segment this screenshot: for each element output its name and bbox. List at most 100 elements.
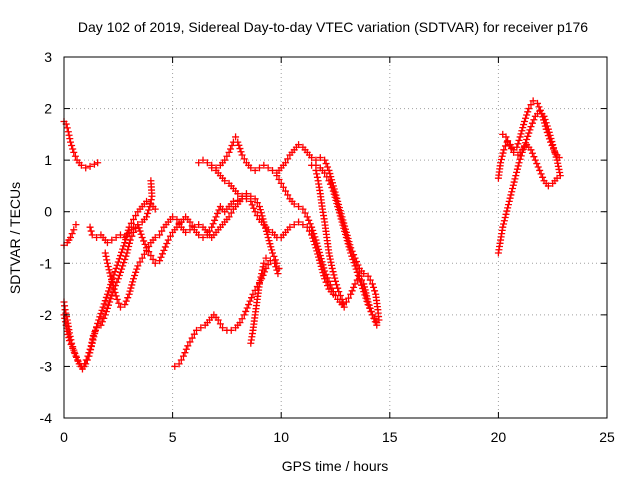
data-point	[333, 281, 341, 289]
data-point	[208, 223, 216, 231]
data-point	[273, 172, 281, 180]
data-point	[267, 243, 275, 251]
data-point	[541, 122, 549, 130]
data-point	[284, 155, 292, 163]
data-point	[102, 308, 110, 316]
data-point	[284, 191, 292, 199]
series-track-g	[195, 133, 383, 324]
x-tick-label: 15	[382, 429, 398, 445]
data-point	[211, 216, 219, 224]
data-point	[328, 261, 336, 269]
data-point	[533, 160, 541, 168]
data-point	[274, 270, 282, 278]
data-point	[146, 203, 154, 211]
data-point	[500, 220, 508, 228]
data-point	[112, 234, 120, 241]
data-point	[527, 123, 535, 131]
data-point	[151, 259, 159, 267]
data-point	[87, 342, 95, 350]
data-point	[138, 254, 146, 262]
data-point	[331, 193, 339, 201]
data-point	[103, 304, 111, 312]
data-point	[282, 187, 290, 195]
data-point	[325, 277, 333, 285]
data-point	[77, 161, 85, 169]
data-point	[264, 164, 272, 172]
data-point	[256, 276, 264, 284]
data-point	[143, 246, 151, 254]
data-point	[327, 258, 335, 266]
data-point	[355, 275, 363, 283]
data-point	[258, 266, 266, 274]
data-point	[277, 179, 285, 187]
x-tick-label: 25	[599, 429, 615, 445]
data-point	[104, 263, 112, 271]
data-point	[523, 111, 531, 119]
data-point	[216, 320, 224, 328]
data-point	[526, 126, 534, 134]
data-point	[103, 290, 111, 298]
data-point	[121, 301, 129, 309]
data-point	[130, 275, 138, 283]
data-point	[299, 221, 307, 229]
data-point	[242, 195, 250, 203]
data-point	[106, 284, 114, 292]
data-point	[322, 270, 330, 278]
data-point	[540, 116, 548, 124]
data-point	[269, 249, 277, 257]
data-point	[334, 203, 342, 211]
data-point	[238, 151, 246, 159]
data-point	[64, 330, 72, 338]
data-point	[326, 180, 334, 188]
data-point	[555, 154, 563, 162]
data-point	[318, 258, 326, 266]
data-point	[110, 271, 118, 279]
data-point	[263, 230, 271, 238]
data-point	[140, 250, 148, 258]
data-point	[141, 240, 149, 248]
data-point	[248, 294, 256, 302]
data-point	[520, 117, 528, 125]
data-point	[335, 288, 343, 296]
data-point	[366, 304, 374, 312]
data-point	[61, 314, 69, 322]
data-point	[320, 264, 328, 272]
data-point	[175, 219, 183, 227]
data-point	[197, 324, 205, 332]
data-point	[535, 103, 543, 111]
data-point	[82, 164, 90, 172]
data-point	[529, 97, 537, 105]
data-point	[330, 190, 338, 198]
data-point	[130, 223, 138, 231]
data-point	[100, 300, 108, 308]
data-point	[65, 337, 73, 345]
data-point	[555, 165, 563, 173]
data-point	[242, 307, 250, 315]
data-point	[101, 297, 109, 305]
data-point	[147, 252, 155, 260]
data-point	[89, 336, 97, 344]
data-point	[554, 162, 562, 170]
data-point	[507, 191, 515, 199]
data-point	[238, 315, 246, 323]
data-point	[147, 177, 155, 185]
data-point	[144, 209, 152, 217]
y-tick-label: -4	[40, 410, 53, 426]
data-point	[505, 197, 513, 205]
data-point	[132, 268, 140, 276]
data-point	[140, 237, 148, 245]
data-point	[360, 288, 368, 296]
data-point	[332, 277, 339, 285]
data-point	[311, 233, 319, 241]
data-point	[66, 135, 74, 143]
data-point	[337, 215, 345, 223]
data-point	[69, 344, 77, 352]
data-point	[325, 249, 333, 257]
data-point	[98, 306, 106, 314]
data-point	[213, 209, 221, 217]
data-point	[240, 155, 248, 163]
y-tick-label: 3	[44, 49, 52, 65]
data-point	[116, 231, 124, 239]
data-point	[345, 294, 353, 302]
